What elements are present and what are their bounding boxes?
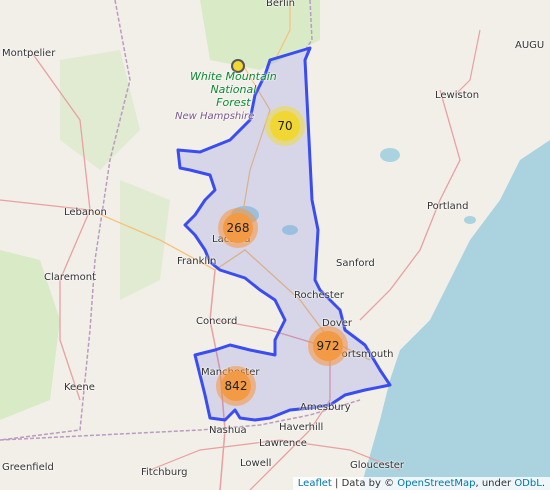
city-label-berlin: Berlin [266, 0, 296, 9]
road [214, 319, 321, 346]
city-label-dover: Dover [322, 318, 352, 329]
forest-label-line: National [210, 83, 257, 96]
city-label-franklin: Franklin [177, 256, 217, 267]
city-label-concord: Concord [196, 316, 238, 327]
road [274, 0, 291, 61]
city-label-amesbury: Amesbury [300, 402, 351, 413]
city-label-lewiston: Lewiston [435, 90, 480, 101]
marker-cluster[interactable]: 842 [216, 366, 256, 406]
lake [380, 148, 400, 162]
city-label-greenfield: Greenfield [2, 462, 54, 473]
road [454, 29, 481, 96]
region-label: New Hampshire [175, 111, 255, 122]
attribution-text: | Data by © [335, 478, 395, 489]
attribution-text: . [541, 478, 545, 489]
marker-cluster-count: 972 [313, 331, 343, 361]
city-label-portsmouth: Portsmouth [336, 349, 394, 360]
map-attribution: Leaflet | Data by © OpenStreetMap, under… [292, 477, 550, 490]
city-label-lebanon: Lebanon [64, 207, 107, 218]
city-label-sanford: Sanford [336, 258, 375, 269]
city-label-nashua: Nashua [209, 425, 247, 436]
state-border [304, 0, 313, 51]
city-label-lowell: Lowell [240, 458, 272, 469]
marker-cluster-count: 70 [270, 111, 300, 141]
attribution-text: , under [475, 478, 512, 489]
road [209, 269, 226, 490]
city-label-claremont: Claremont [44, 272, 97, 283]
city-label-montpelier: Montpelier [2, 48, 56, 59]
marker-cluster[interactable]: 972 [308, 326, 348, 366]
ocean [360, 140, 550, 490]
forest-area [0, 250, 60, 420]
road [239, 59, 271, 231]
marker-cluster[interactable]: 70 [265, 106, 305, 146]
road [29, 49, 91, 401]
forest-label-line: Forest [216, 96, 251, 109]
marker-cluster-count: 842 [221, 371, 251, 401]
road [359, 89, 461, 321]
service-area-boundary[interactable] [176, 46, 392, 422]
city-label-portland: Portland [427, 201, 469, 212]
city-label-augusta: AUGU [515, 40, 545, 51]
road [149, 439, 401, 471]
city-label-rochester: Rochester [294, 290, 344, 301]
lake [464, 216, 476, 224]
marker-cluster-count: 268 [223, 213, 253, 243]
forest-area [60, 50, 140, 170]
location-pin-icon[interactable] [230, 58, 246, 78]
leaflet-link[interactable]: Leaflet [297, 478, 332, 489]
forest-label: White Mountain National Forest [190, 70, 277, 109]
state-border [0, 0, 131, 441]
openstreetmap-link[interactable]: OpenStreetMap [397, 478, 476, 489]
city-label-keene: Keene [64, 382, 95, 393]
state-border [0, 399, 361, 441]
odbl-link[interactable]: ODbL [514, 478, 542, 489]
city-label-haverhill: Haverhill [279, 422, 324, 433]
city-label-gloucester: Gloucester [350, 460, 405, 471]
forest-label-line: White Mountain [190, 70, 277, 83]
road [249, 340, 331, 490]
city-label-lawrence: Lawrence [259, 438, 307, 449]
marker-cluster[interactable]: 268 [218, 208, 258, 248]
city-label-fitchburg: Fitchburg [141, 467, 188, 478]
road [0, 199, 91, 211]
forest-area [120, 180, 170, 300]
lake [282, 225, 298, 235]
